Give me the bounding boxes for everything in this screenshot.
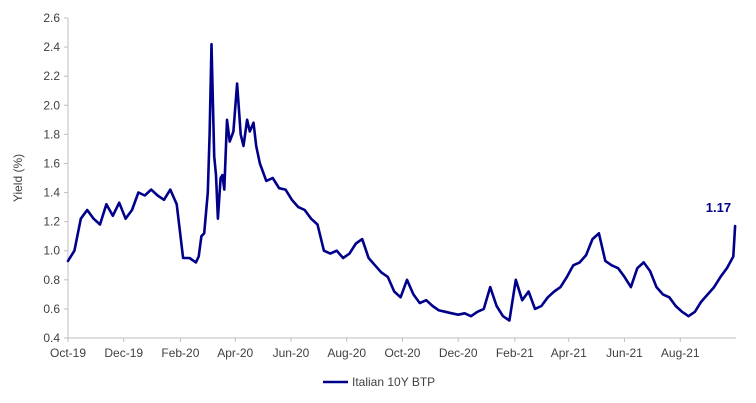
x-tick-label: Jun-20 — [273, 346, 310, 360]
y-axis: 0.4 0.6 0.8 1.0 1.2 1.4 1.6 1.8 2.0 2.2 2.4 2.6 — [43, 11, 69, 345]
x-tick-label: Oct-19 — [50, 346, 86, 360]
y-tick-label: 1.2 — [43, 215, 60, 229]
y-tick-label: 1.4 — [43, 186, 60, 200]
x-tick-label: Aug-20 — [327, 346, 366, 360]
x-tick-label: Dec-20 — [439, 346, 478, 360]
y-tick-label: 0.4 — [43, 331, 60, 345]
x-tick-label: Oct-20 — [384, 346, 420, 360]
y-axis-title: Yield (%) — [11, 154, 25, 202]
y-tick-label: 1.6 — [43, 156, 60, 170]
y-tick-label: 2.2 — [43, 69, 60, 83]
y-tick-label: 2.0 — [43, 98, 60, 112]
legend-label-italian-10y-btp: Italian 10Y BTP — [352, 375, 435, 389]
x-tick-label: Dec-19 — [104, 346, 143, 360]
y-tick-label: 0.8 — [43, 273, 60, 287]
x-tick-label: Apr-20 — [217, 346, 253, 360]
y-tick-label: 2.6 — [43, 11, 60, 25]
series-layer — [66, 42, 737, 322]
x-tick-label: Feb-20 — [161, 346, 199, 360]
x-tick-label: Apr-21 — [551, 346, 587, 360]
x-tick-label: Jun-21 — [606, 346, 643, 360]
y-tick-label: 1.8 — [43, 127, 60, 141]
legend: Italian 10Y BTP — [323, 375, 435, 389]
x-tick-label: Aug-21 — [661, 346, 700, 360]
y-tick-label: 1.0 — [43, 244, 60, 258]
series-line-italian-10y-btp — [66, 42, 737, 322]
y-tick-label: 2.4 — [43, 40, 60, 54]
x-axis: Oct-19 Dec-19 Feb-20 Apr-20 Jun-20 Aug-20 Oct-… — [50, 337, 736, 360]
x-tick-label: Feb-21 — [496, 346, 534, 360]
end-value-label: 1.17 — [706, 200, 731, 215]
y-tick-label: 0.6 — [43, 302, 60, 316]
